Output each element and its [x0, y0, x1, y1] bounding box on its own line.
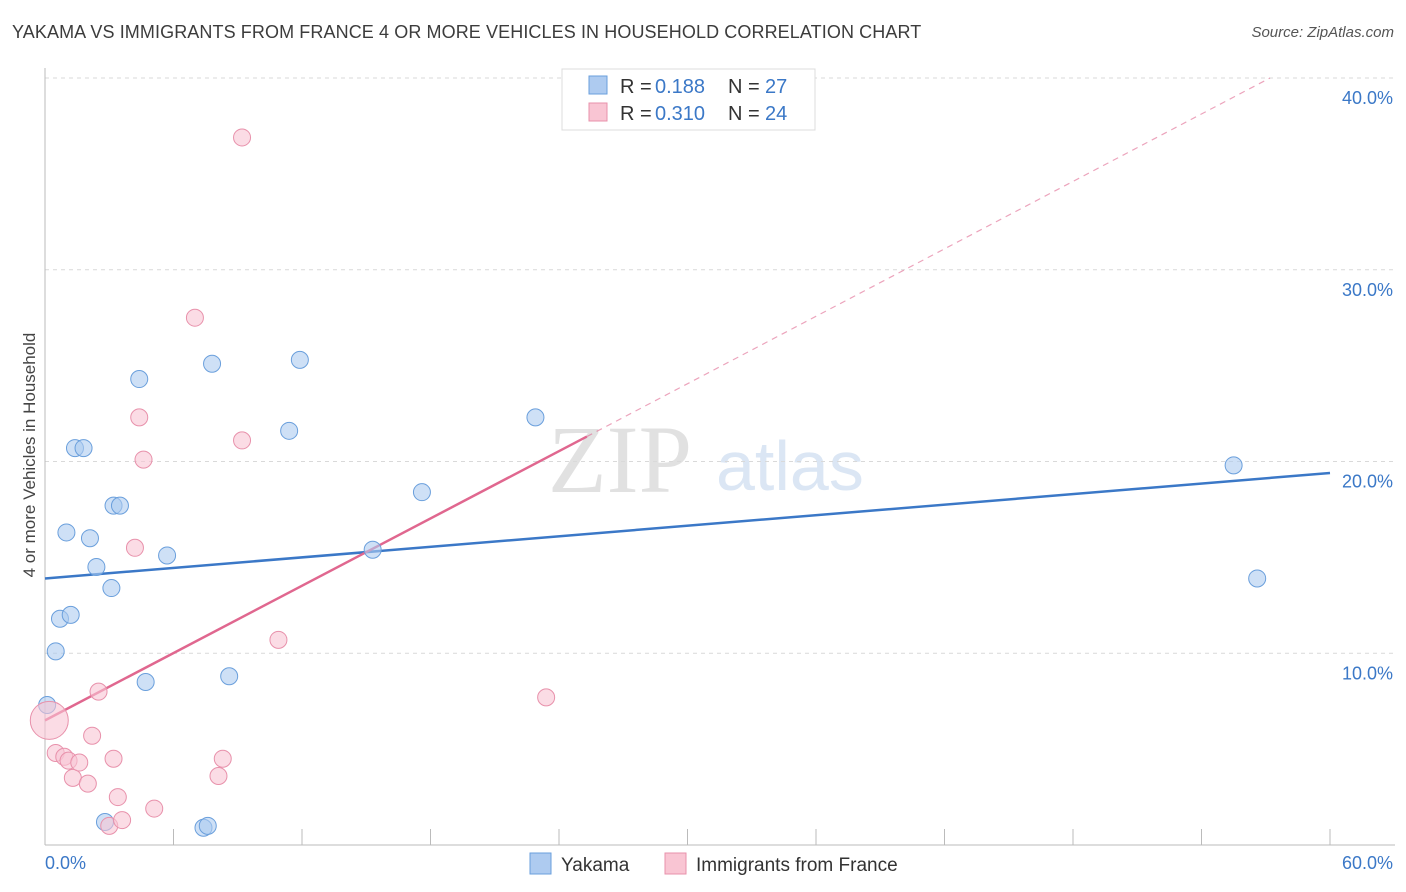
- point-yakama: [74, 439, 93, 458]
- stats-legend: R = 0.188 N = 27 R = 0.310 N = 24: [561, 68, 816, 131]
- point-yakama: [110, 496, 129, 515]
- watermark-atlas: atlas: [716, 427, 864, 505]
- trend-lines: [44, 77, 1331, 722]
- point-yakama: [198, 816, 217, 835]
- point-france: [233, 128, 252, 147]
- point-france: [63, 768, 82, 787]
- point-france: [185, 308, 204, 327]
- y-tick-label: 30.0%: [1342, 280, 1393, 300]
- legend-r-value-yakama: 0.188: [655, 76, 705, 98]
- point-yakama: [280, 421, 299, 440]
- point-france: [134, 450, 153, 469]
- point-yakama: [80, 529, 99, 548]
- point-yakama: [220, 667, 239, 686]
- point-yakama: [158, 546, 177, 565]
- bottom-legend-swatch-yakama: [529, 852, 552, 875]
- watermark: ZIP atlas: [548, 406, 864, 513]
- point-yakama: [57, 523, 76, 542]
- point-france: [29, 700, 69, 740]
- legend-n-value-yakama: 27: [765, 76, 787, 98]
- data-points: [29, 128, 1267, 837]
- y-tick-label: 10.0%: [1342, 663, 1393, 683]
- point-france: [233, 431, 252, 450]
- point-yakama: [136, 673, 155, 692]
- point-france: [537, 688, 556, 707]
- legend-r-label-france: R =: [620, 103, 652, 125]
- point-yakama: [87, 557, 106, 576]
- point-yakama: [1248, 569, 1267, 588]
- point-yakama: [526, 408, 545, 427]
- y-tick-label: 40.0%: [1342, 88, 1393, 108]
- point-yakama: [412, 483, 431, 502]
- point-france: [213, 749, 232, 768]
- x-tick-label-min: 0.0%: [45, 853, 86, 873]
- trend-line-france: [44, 435, 588, 722]
- point-yakama: [1224, 456, 1243, 475]
- chart-title: YAKAMA VS IMMIGRANTS FROM FRANCE 4 OR MO…: [12, 22, 922, 42]
- point-france: [104, 749, 123, 768]
- point-yakama: [290, 350, 309, 369]
- tick-labels: 10.0% 20.0% 30.0% 40.0% 0.0% 60.0%: [45, 88, 1393, 873]
- point-france: [70, 753, 89, 772]
- point-france: [78, 774, 97, 793]
- legend-n-label-france: N =: [728, 103, 760, 125]
- point-france: [145, 799, 164, 818]
- bottom-legend-swatch-france: [664, 852, 687, 875]
- bottom-legend-france: Immigrants from France: [696, 855, 898, 876]
- point-france: [209, 766, 228, 785]
- source-label: Source: ZipAtlas.com: [1251, 24, 1394, 41]
- point-yakama: [203, 354, 222, 373]
- legend-n-value-france: 24: [765, 103, 787, 125]
- point-yakama: [46, 642, 65, 661]
- legend-swatch-france: [588, 102, 608, 122]
- point-france: [130, 408, 149, 427]
- gridlines: [45, 77, 1395, 654]
- point-france: [89, 682, 108, 701]
- point-yakama: [102, 579, 121, 598]
- bottom-legend-yakama: Yakama: [561, 855, 630, 876]
- legend-r-value-france: 0.310: [655, 103, 705, 125]
- trend-line-yakama: [44, 471, 1331, 580]
- trend-extension-france: [586, 77, 1271, 438]
- point-yakama: [363, 540, 382, 559]
- y-axis-label: 4 or more Vehicles in Household: [20, 333, 39, 578]
- point-france: [125, 538, 144, 557]
- series-legend: Yakama Immigrants from France: [529, 852, 898, 876]
- legend-r-label-yakama: R =: [620, 76, 652, 98]
- x-tick-label-max: 60.0%: [1342, 853, 1393, 873]
- y-tick-label: 20.0%: [1342, 472, 1393, 492]
- legend-swatch-yakama: [588, 75, 608, 95]
- point-france: [83, 726, 102, 745]
- legend-n-label-yakama: N =: [728, 76, 760, 98]
- point-france: [108, 788, 127, 807]
- point-yakama: [130, 370, 149, 389]
- point-yakama: [61, 605, 80, 624]
- point-france: [269, 630, 288, 649]
- watermark-zip: ZIP: [548, 406, 692, 513]
- point-france: [113, 811, 132, 830]
